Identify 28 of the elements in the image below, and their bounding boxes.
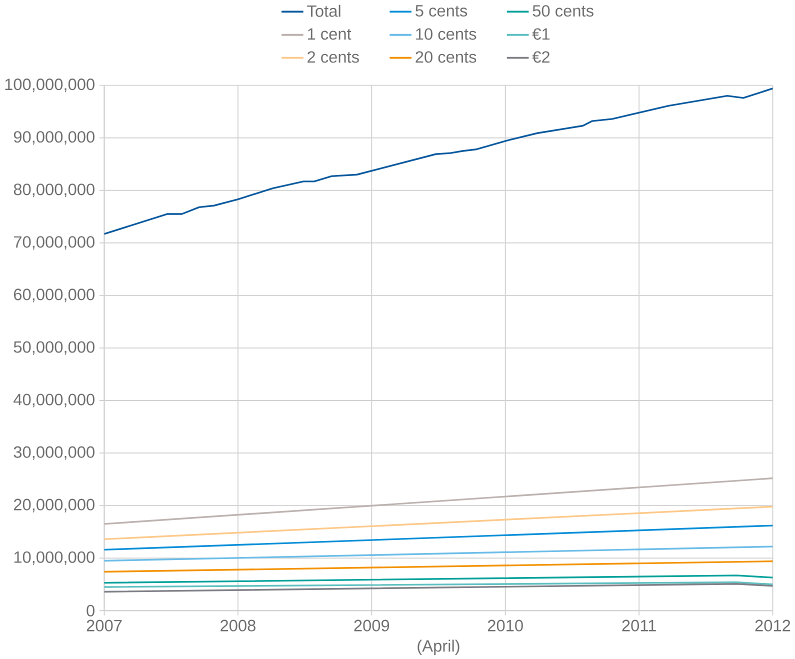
- x-tick-label: 2008: [220, 620, 256, 632]
- y-tick-label: 80,000,000: [14, 184, 94, 198]
- legend-label: 10 cents: [416, 28, 476, 40]
- legend-label: €2: [532, 51, 550, 63]
- legend-label: 1 cent: [308, 28, 352, 40]
- y-tick-label: 60,000,000: [14, 288, 94, 302]
- x-tick-label: 2011: [622, 620, 656, 632]
- x-tick-label: 2010: [488, 620, 523, 632]
- y-tick-label: 0: [86, 604, 94, 616]
- x-tick-label: 2012: [755, 620, 790, 632]
- y-tick-label: 100,000,000: [5, 78, 94, 92]
- x-axis-title: (April): [418, 640, 460, 655]
- y-tick-label: 30,000,000: [14, 446, 94, 460]
- legend-label: 5 cents: [416, 5, 468, 17]
- y-tick-label: 50,000,000: [14, 341, 94, 355]
- x-tick-label: 2007: [86, 620, 122, 632]
- x-tick-label: 2009: [354, 620, 390, 632]
- y-tick-label: 90,000,000: [14, 131, 94, 145]
- line-series: [103, 88, 774, 235]
- legend-label: 2 cents: [308, 51, 359, 63]
- y-tick-label: 20,000,000: [14, 498, 94, 512]
- y-tick-label: 70,000,000: [14, 236, 94, 250]
- y-tick-label: 10,000,000: [14, 551, 94, 565]
- legend-label: €1: [532, 28, 550, 40]
- legend-label: 50 cents: [532, 5, 594, 17]
- legend-label: Total: [307, 4, 340, 17]
- legend-label: 20 cents: [416, 51, 476, 63]
- y-tick-label: 40,000,000: [14, 394, 94, 408]
